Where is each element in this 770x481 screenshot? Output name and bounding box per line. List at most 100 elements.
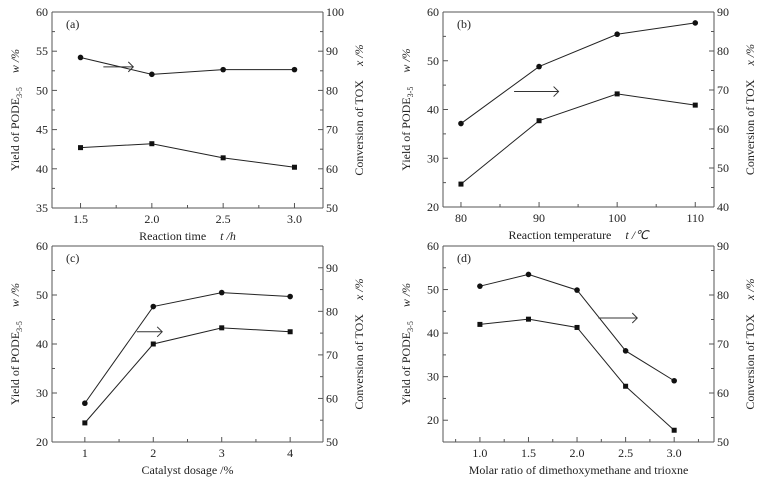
y-left-tick-label: 20 [36, 435, 48, 449]
x-tick-label: 2.0 [570, 446, 585, 460]
yield-data-point [220, 155, 226, 161]
x-axis-label-text: Molar ratio of dimethoxymethane and trio… [469, 463, 689, 477]
x-tick-label: 80 [455, 211, 467, 225]
yield-data-point [477, 321, 483, 327]
y-right-tick-label: 90 [326, 44, 338, 58]
conversion-data-point [220, 66, 226, 73]
x-tick-label: 2.5 [618, 446, 633, 460]
x-axis-label: Reaction temperature t /℃ [508, 228, 650, 242]
yield-data-point [82, 420, 88, 426]
y-right-axis-label-text: Conversion of TOX [352, 80, 366, 176]
x-axis-label: Molar ratio of dimethoxymethane and trio… [469, 463, 689, 477]
yield-data-point [574, 324, 580, 330]
conversion-data-point [218, 289, 225, 296]
yield-data-point [78, 145, 84, 151]
y-right-tick-label: 70 [326, 123, 338, 137]
y-right-axis-unit: x /% [352, 278, 366, 301]
y-left-axis-unit: w /% [399, 283, 413, 307]
yield-series-line [84, 327, 291, 424]
yield-data-point [692, 102, 698, 108]
x-tick-label: 3.0 [287, 212, 302, 226]
x-axis-label-text: Catalyst dosage /% [142, 463, 234, 477]
yield-data-point [614, 91, 620, 97]
y-right-tick-label: 70 [326, 348, 338, 362]
y-right-tick-label: 50 [326, 435, 338, 449]
y-left-axis-label-text: Yield of PODE [399, 97, 413, 170]
panel-c: 1 2 3 4 20 30 40 50 60 50 60 70 80 90 (c) Catalyst dosa… [8, 239, 366, 477]
y-left-tick-label: 20 [427, 200, 439, 214]
y-left-tick-label: 20 [427, 413, 439, 427]
y-left-axis-label-sub: 3-5 [15, 321, 24, 332]
y-right-tick-label: 70 [717, 83, 729, 97]
conversion-data-point [614, 31, 620, 38]
y-right-tick-label: 90 [717, 239, 729, 253]
panel-label: (c) [66, 251, 79, 265]
y-left-axis-label-sub: 3-5 [406, 87, 415, 98]
yield-data-point [458, 181, 464, 187]
yield-series-line [479, 318, 675, 431]
conversion-data-point [149, 71, 155, 78]
arrow-head-icon [156, 326, 163, 338]
x-axis-label: Reaction time t /h [139, 229, 236, 243]
conversion-series-line [460, 22, 696, 124]
conversion-data-point [82, 400, 88, 407]
y-left-axis-unit: w /% [8, 283, 22, 307]
y-right-axis-unit: x /% [743, 278, 757, 301]
y-left-axis-label: Yield of PODE3-5 w /% [399, 48, 415, 170]
y-right-tick-label: 70 [717, 337, 729, 351]
y-right-axis-unit: x /% [743, 44, 757, 67]
y-left-tick-label: 60 [427, 5, 439, 19]
y-right-axis-label: Conversion of TOX x /% [352, 44, 366, 175]
conversion-data-point [692, 20, 699, 26]
y-left-tick-label: 50 [427, 283, 439, 297]
y-right-axis-label-text: Conversion of TOX [743, 314, 757, 410]
y-right-tick-label: 60 [717, 122, 729, 136]
yield-data-point [525, 316, 531, 322]
y-right-tick-label: 50 [717, 435, 729, 449]
y-left-tick-label: 50 [427, 54, 439, 68]
x-tick-label: 1.5 [521, 446, 536, 460]
arrow-head-icon [553, 86, 560, 97]
y-left-tick-label: 35 [36, 201, 48, 215]
arrow-head-icon [631, 312, 638, 324]
y-left-tick-label: 30 [427, 370, 439, 384]
y-left-tick-label: 40 [36, 337, 48, 351]
y-right-tick-label: 50 [326, 201, 338, 215]
y-left-axis-label-text: Yield of PODE [399, 332, 413, 405]
yield-data-point [150, 341, 156, 347]
y-right-axis-label: Conversion of TOX x /% [743, 44, 757, 175]
x-tick-label: 110 [686, 211, 704, 225]
arrow-head-icon [127, 61, 135, 73]
panel-label: (b) [457, 17, 471, 31]
y-left-axis-unit: w /% [399, 48, 413, 72]
y-left-tick-label: 55 [36, 44, 48, 58]
yield-data-point [671, 427, 677, 433]
y-right-axis-label: Conversion of TOX x /% [743, 278, 757, 409]
yield-series-line [460, 93, 696, 185]
y-right-tick-label: 40 [717, 200, 729, 214]
y-left-tick-label: 45 [36, 123, 48, 137]
y-right-tick-label: 60 [717, 386, 729, 400]
yield-data-point [287, 329, 293, 335]
x-tick-label: 3 [219, 446, 225, 460]
y-right-axis-label-text: Conversion of TOX [743, 79, 757, 175]
y-right-axis-unit: x /% [352, 44, 366, 67]
conversion-data-point [622, 348, 629, 354]
x-axis-unit: t /h [220, 229, 236, 243]
x-tick-label: 3.0 [667, 446, 682, 460]
panel-d: 1.0 1.5 2.0 2.5 3.0 20 30 40 50 60 50 60 70 80 90 (d) Mo… [399, 239, 757, 477]
yield-data-point [536, 118, 542, 124]
panel-b: 80 90 100 110 20 30 40 50 60 40 50 60 70 80 90 (b) React… [399, 5, 757, 242]
y-right-tick-label: 50 [717, 161, 729, 175]
x-axis-label-text: Reaction time [139, 229, 206, 243]
panel-a: 1.5 2.0 2.5 3.0 35 40 45 50 55 60 50 60 70 80 90 100 (a)… [8, 5, 366, 243]
x-tick-label: 2 [150, 446, 156, 460]
y-right-tick-label: 60 [326, 162, 338, 176]
y-left-tick-label: 60 [427, 239, 439, 253]
y-left-axis-label: Yield of PODE3-5 w /% [399, 283, 415, 405]
y-left-axis-label-text: Yield of PODE [8, 332, 22, 405]
conversion-data-point [458, 120, 464, 127]
y-left-axis-label-sub: 3-5 [15, 87, 24, 98]
conversion-data-point [536, 63, 542, 70]
